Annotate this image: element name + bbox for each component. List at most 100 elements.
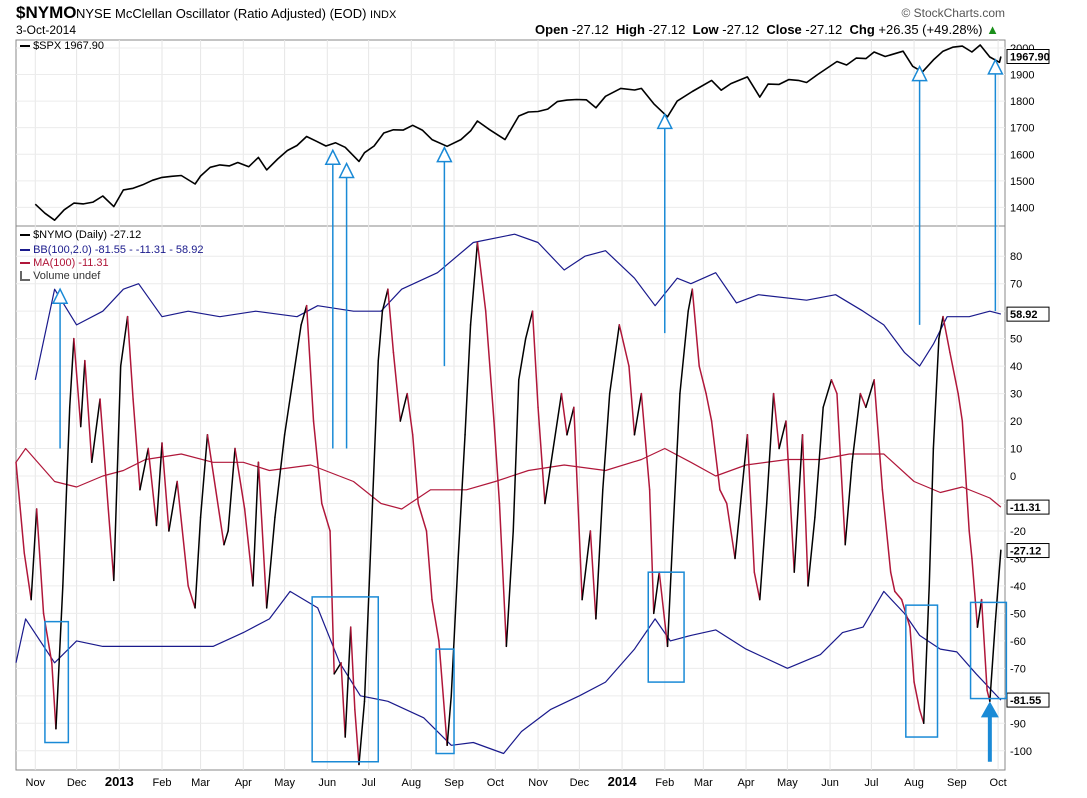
- bb-legend-label: BB(100,2.0) -81.55 - -11.31 - 58.92: [33, 244, 204, 256]
- nymo-segment: [476, 241, 487, 312]
- nymo-segment: [505, 530, 515, 648]
- nymo-segment: [68, 337, 75, 409]
- nymo-segment: [894, 590, 903, 601]
- annotation-box: [647, 571, 685, 683]
- open-label: Open: [535, 22, 569, 37]
- chart-title: NYSE McClellan Oscillator (Ratio Adjuste…: [76, 6, 396, 21]
- high-value: -27.12: [648, 22, 686, 37]
- nymo-segment: [971, 557, 979, 628]
- chart-name: NYSE McClellan Oscillator (Ratio Adjuste…: [76, 6, 367, 21]
- nymo-segment: [370, 359, 380, 532]
- nymo-segment: [932, 337, 940, 450]
- nymo-segment: [464, 324, 472, 436]
- nymo-segment: [139, 447, 149, 491]
- x-tick-label: Sep: [444, 777, 464, 789]
- x-tick-label: Aug: [904, 777, 924, 789]
- spx-legend-label: $SPX 1967.90: [33, 40, 105, 52]
- nymo-segment: [785, 420, 796, 573]
- nymo-segment: [909, 626, 915, 683]
- ohlc-readout: Open -27.12 High -27.12 Low -27.12 Close…: [535, 22, 999, 37]
- nymo-segment: [844, 461, 853, 546]
- nymo-segment: [618, 324, 630, 367]
- nymo-segment: [252, 461, 260, 587]
- oscillator-panel-frame: [15, 225, 1006, 771]
- nymo-segment: [753, 571, 761, 601]
- nymo-segment: [126, 315, 134, 400]
- nymo-segment: [589, 530, 597, 620]
- nymo-segment: [573, 406, 583, 601]
- annotation-arrow-head: [436, 145, 453, 163]
- x-tick-label: Dec: [67, 777, 87, 789]
- nymo-last-value-tag: -27.12: [1010, 546, 1041, 558]
- nymo-segment: [512, 379, 520, 532]
- nymo-segment: [55, 585, 64, 730]
- nymo-segment: [161, 442, 170, 532]
- nymo-segment: [469, 241, 479, 326]
- x-tick-label: Feb: [153, 777, 172, 789]
- nymo-segment: [340, 662, 346, 738]
- nymo-segment: [206, 434, 217, 491]
- open-value: -27.12: [571, 22, 609, 37]
- nymo-y-tick-label: 80: [1010, 251, 1022, 263]
- brand-label[interactable]: © StockCharts.com: [901, 6, 1005, 20]
- nymo-segment: [411, 434, 419, 505]
- nymo-segment: [300, 304, 308, 326]
- nymo-segment: [493, 420, 501, 505]
- x-tick-label: Dec: [570, 777, 590, 789]
- nymo-segment: [544, 447, 554, 505]
- nymo-segment: [214, 489, 225, 546]
- nymo-segment: [633, 392, 643, 436]
- nymo-segment: [73, 337, 82, 428]
- spx-y-tick-label: 1400: [1010, 202, 1034, 214]
- x-tick-label: Jun: [821, 777, 839, 789]
- nymo-y-tick-label: -20: [1010, 526, 1026, 538]
- x-tick-label: Jul: [362, 777, 376, 789]
- x-tick-label: Jul: [864, 777, 878, 789]
- nymo-y-tick-label: -40: [1010, 581, 1026, 593]
- nymo-legend-swatch: [20, 234, 30, 237]
- nymo-segment: [719, 489, 728, 505]
- nymo-segment: [836, 392, 846, 546]
- spx-last-value-tag-box: [1006, 49, 1050, 65]
- nymo-segment: [23, 552, 32, 601]
- nymo-segment: [62, 406, 71, 587]
- nymo-segment: [961, 420, 970, 532]
- nymo-segment: [484, 310, 495, 422]
- bollinger-upper-line: [34, 233, 1002, 381]
- spx-legend: $SPX 1967.90: [20, 40, 104, 52]
- nymo-segment: [772, 392, 780, 450]
- bb-upper-value-tag: 58.92: [1010, 309, 1038, 321]
- nymo-segment: [889, 571, 896, 593]
- spx-y-tick-label: 1900: [1010, 70, 1034, 82]
- nymo-segment: [710, 420, 721, 491]
- nymo-segment: [873, 379, 884, 491]
- nymo-segment: [918, 708, 925, 725]
- x-tick-label: Sep: [947, 777, 967, 789]
- x-tick-label: Mar: [694, 777, 713, 789]
- nymo-segment: [994, 549, 1002, 623]
- ma-legend: MA(100) -11.31: [20, 257, 109, 269]
- nymo-segment: [807, 516, 816, 587]
- spx-y-tick-label: 1800: [1010, 96, 1034, 108]
- nymo-segment: [344, 626, 352, 738]
- nymo-segment: [265, 516, 276, 609]
- nymo-segment: [187, 585, 196, 609]
- nymo-segment: [537, 406, 546, 505]
- nymo-segment: [399, 392, 408, 422]
- nymo-segment: [498, 502, 508, 648]
- nymo-segment: [581, 530, 592, 601]
- nymo-segment: [457, 434, 466, 560]
- nymo-segment: [859, 392, 867, 409]
- nymo-segment: [608, 324, 621, 395]
- nymo-y-tick-label: -50: [1010, 608, 1026, 620]
- volume-bars-icon: [20, 271, 30, 282]
- nymo-segment: [377, 310, 384, 362]
- x-tick-label: Jun: [318, 777, 336, 789]
- nymo-segment: [942, 315, 951, 354]
- nymo-segment: [552, 392, 563, 450]
- ma-legend-swatch: [20, 262, 30, 265]
- bb-lower-value-tag: -81.55: [1010, 695, 1041, 707]
- close-label: Close: [766, 22, 802, 37]
- nymo-segment: [15, 461, 26, 554]
